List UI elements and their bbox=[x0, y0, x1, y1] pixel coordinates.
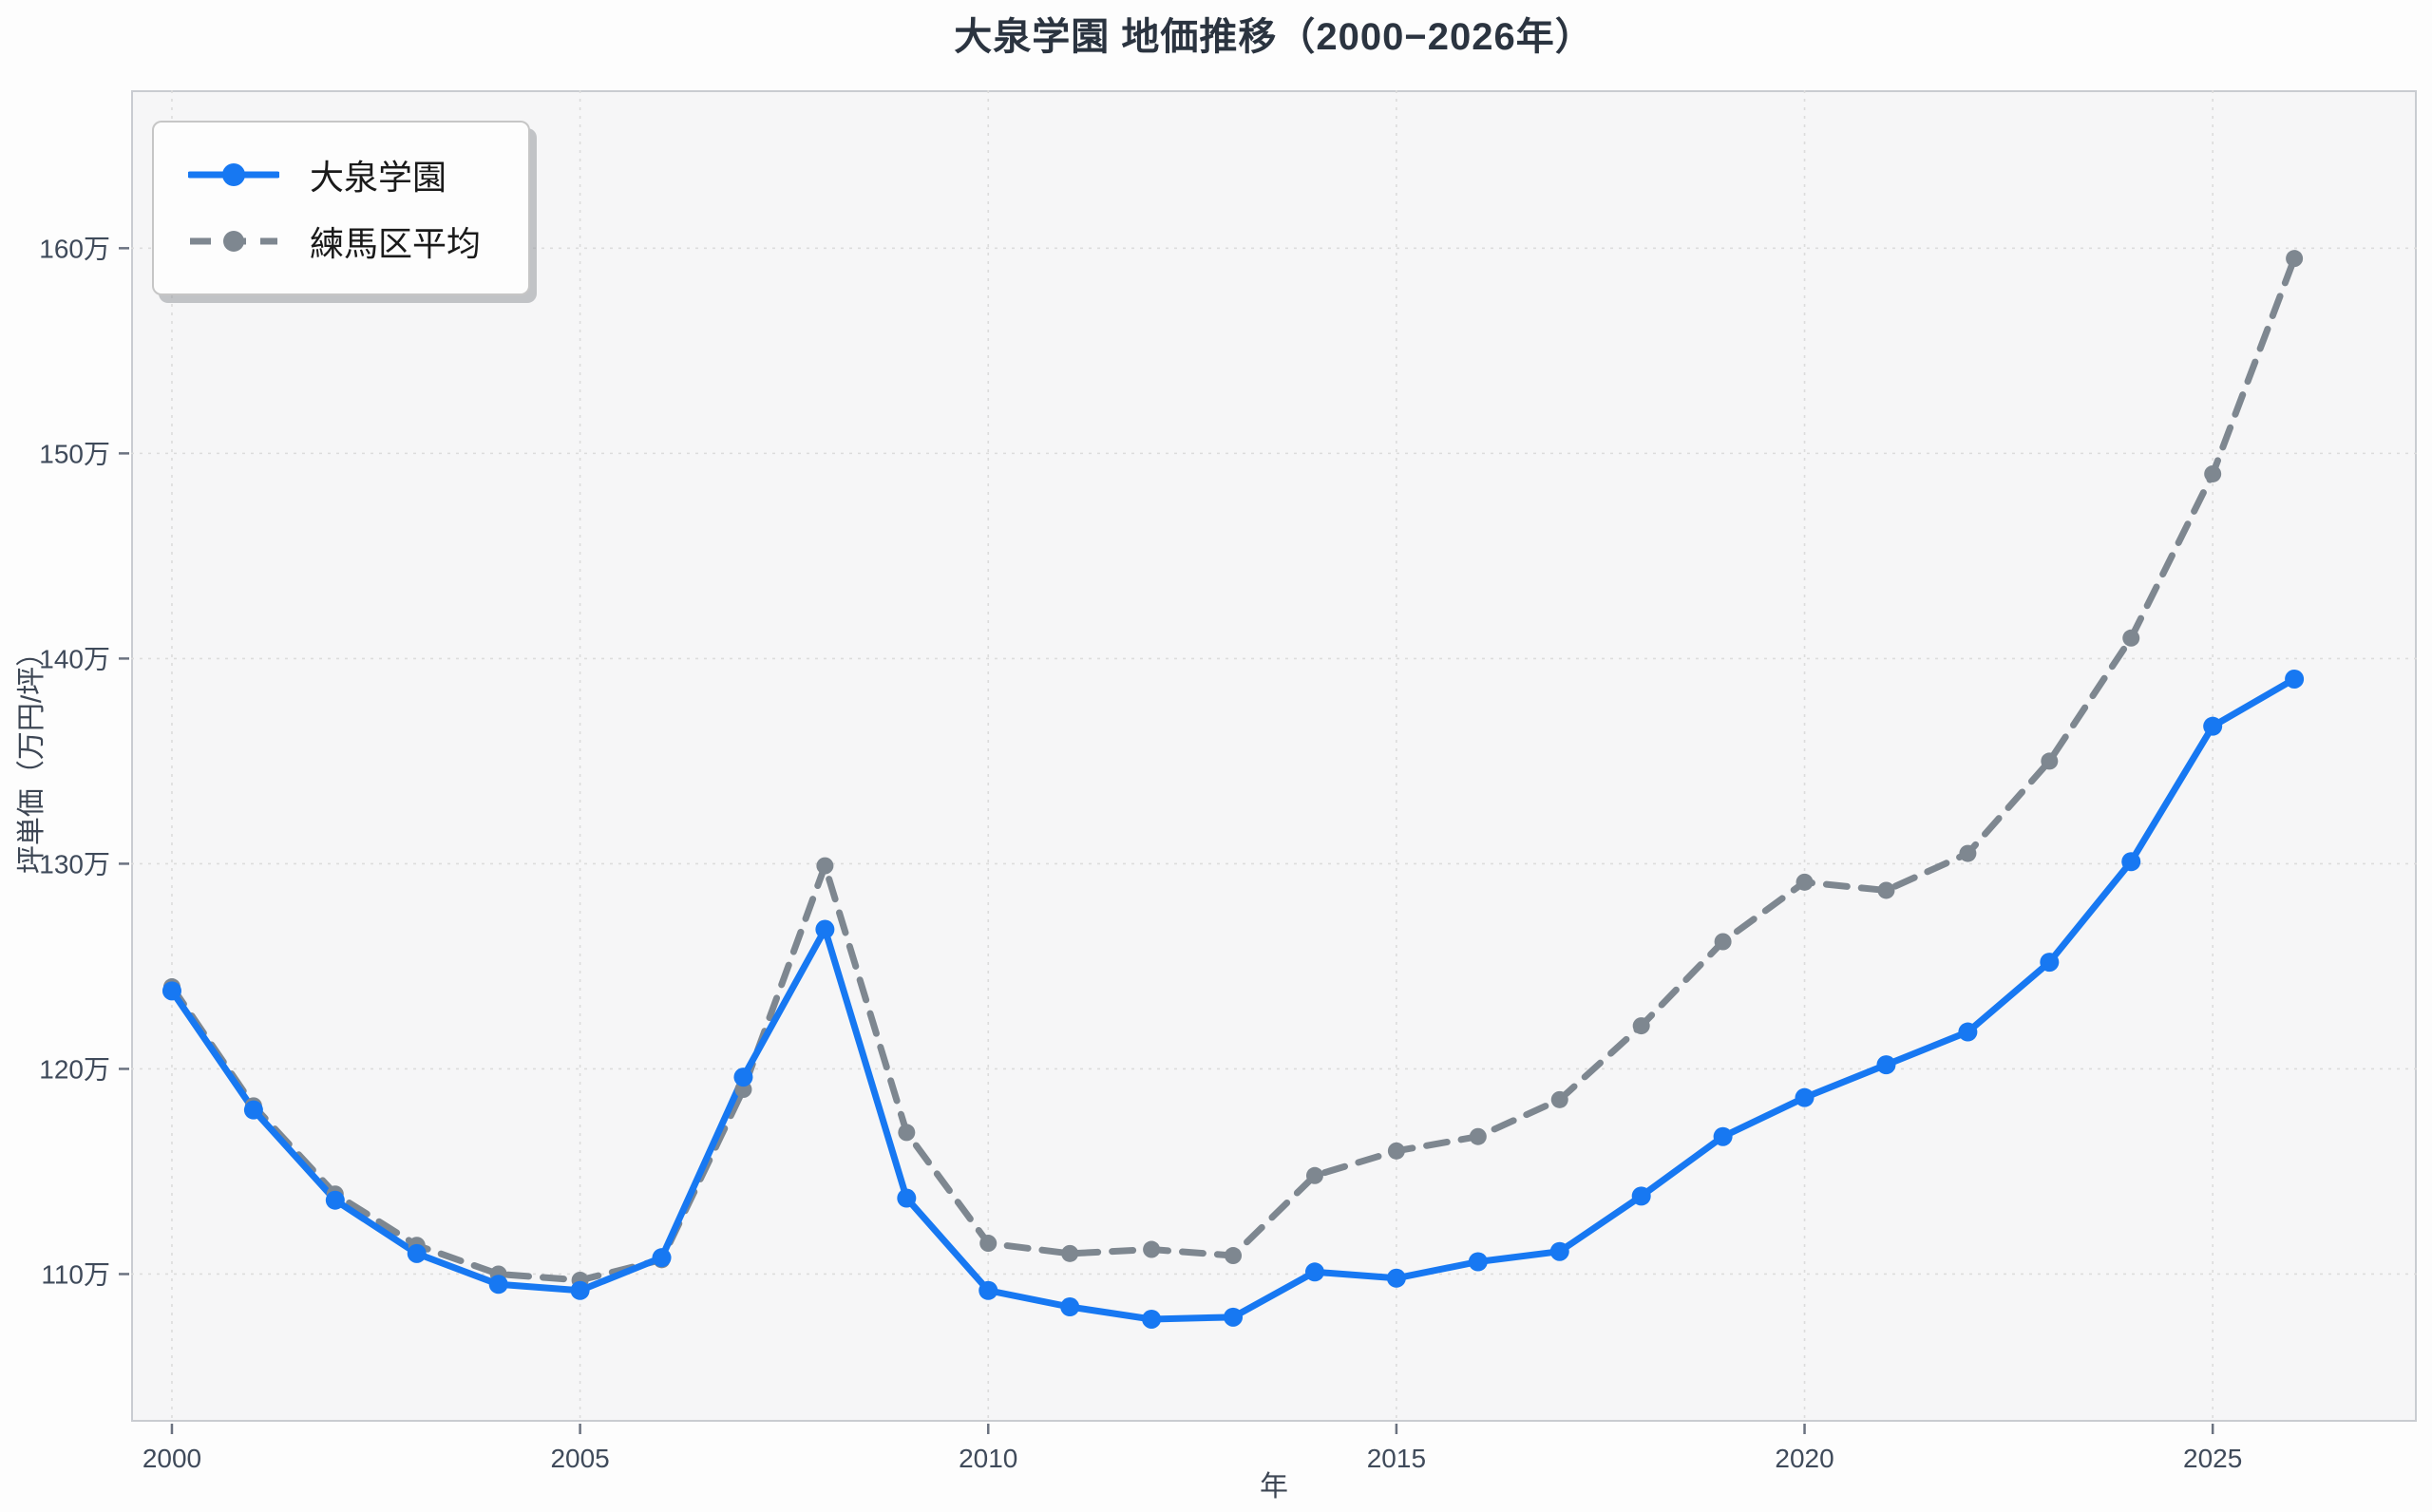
data-point-oizumi-2023 bbox=[2040, 953, 2060, 973]
y-tick-label: 160万 bbox=[39, 234, 110, 263]
x-tick-label: 2000 bbox=[142, 1444, 201, 1473]
data-point-oizumi-2003 bbox=[407, 1243, 427, 1263]
y-tick-label: 140万 bbox=[39, 644, 110, 673]
data-point-oizumi-2016 bbox=[1468, 1252, 1488, 1272]
data-point-nerima-2014 bbox=[1305, 1166, 1323, 1184]
data-point-oizumi-2013 bbox=[1224, 1307, 1244, 1327]
legend-line-nerima-icon bbox=[190, 231, 277, 252]
y-tick-label: 120万 bbox=[39, 1054, 110, 1084]
data-point-oizumi-2007 bbox=[733, 1068, 753, 1087]
data-point-oizumi-2010 bbox=[978, 1280, 998, 1300]
data-point-oizumi-2001 bbox=[243, 1100, 263, 1120]
data-point-oizumi-2012 bbox=[1142, 1309, 1162, 1329]
data-point-oizumi-2015 bbox=[1386, 1268, 1406, 1288]
data-point-oizumi-2004 bbox=[488, 1275, 508, 1295]
data-point-oizumi-2011 bbox=[1060, 1297, 1080, 1317]
data-point-oizumi-2002 bbox=[325, 1190, 345, 1210]
data-point-oizumi-2020 bbox=[1795, 1087, 1814, 1107]
data-point-oizumi-2021 bbox=[1876, 1055, 1896, 1075]
chart-title: 大泉学園 地価推移（2000−2026年） bbox=[954, 16, 1594, 58]
plot-area bbox=[131, 90, 2417, 1422]
legend-label-oizumi: 大泉学園 bbox=[310, 158, 447, 197]
data-point-oizumi-2017 bbox=[1549, 1241, 1569, 1261]
data-point-nerima-2010 bbox=[979, 1235, 998, 1253]
data-point-nerima-2023 bbox=[2041, 752, 2059, 770]
series-line-oizumi bbox=[168, 675, 2298, 1323]
data-point-nerima-2017 bbox=[1550, 1090, 1568, 1108]
y-tick-label: 150万 bbox=[39, 439, 110, 468]
data-point-oizumi-2018 bbox=[1631, 1186, 1651, 1206]
data-point-oizumi-2019 bbox=[1713, 1126, 1733, 1146]
data-point-oizumi-2005 bbox=[570, 1280, 590, 1300]
data-point-nerima-2012 bbox=[1143, 1240, 1161, 1258]
data-point-nerima-2018 bbox=[1632, 1017, 1650, 1035]
x-tick-label: 2025 bbox=[2183, 1444, 2242, 1473]
data-point-nerima-2016 bbox=[1469, 1127, 1487, 1145]
data-point-nerima-2013 bbox=[1225, 1247, 1243, 1265]
data-point-nerima-2008 bbox=[816, 857, 834, 875]
data-point-nerima-2019 bbox=[1714, 933, 1732, 951]
y-tick-label: 110万 bbox=[41, 1259, 110, 1289]
legend-item-nerima: 練馬区平均 bbox=[188, 217, 528, 266]
data-point-nerima-2025 bbox=[2204, 464, 2222, 482]
data-point-nerima-2009 bbox=[898, 1124, 916, 1142]
x-tick-label: 2020 bbox=[1775, 1444, 1834, 1473]
legend-line-oizumi-icon bbox=[188, 163, 279, 186]
x-tick-label: 2005 bbox=[550, 1444, 609, 1473]
data-point-oizumi-2022 bbox=[1958, 1022, 1978, 1042]
x-tick-label: 2015 bbox=[1367, 1444, 1426, 1473]
data-point-nerima-2020 bbox=[1796, 873, 1814, 891]
data-point-nerima-2021 bbox=[1877, 881, 1895, 899]
data-point-nerima-2022 bbox=[1959, 844, 1977, 862]
data-point-oizumi-2009 bbox=[897, 1188, 917, 1208]
data-point-nerima-2011 bbox=[1061, 1244, 1079, 1262]
data-point-oizumi-2000 bbox=[162, 981, 181, 1001]
x-tick-label: 2010 bbox=[959, 1444, 1017, 1473]
data-point-oizumi-2014 bbox=[1304, 1262, 1324, 1282]
data-point-oizumi-2008 bbox=[815, 919, 835, 939]
series-line-nerima bbox=[168, 255, 2298, 1284]
x-axis-label: 年 bbox=[1260, 1471, 1288, 1503]
legend-box: 大泉学園 練馬区平均 bbox=[152, 121, 530, 295]
data-point-oizumi-2024 bbox=[2121, 852, 2141, 872]
data-point-oizumi-2006 bbox=[652, 1248, 672, 1268]
y-tick-label: 130万 bbox=[39, 849, 110, 879]
y-axis-label: 坪単価（万円/坪） bbox=[16, 637, 48, 875]
data-point-nerima-2026 bbox=[2286, 250, 2304, 268]
data-point-oizumi-2026 bbox=[2285, 669, 2305, 689]
data-point-nerima-2015 bbox=[1387, 1142, 1405, 1160]
data-point-oizumi-2025 bbox=[2203, 716, 2223, 736]
data-point-nerima-2024 bbox=[2122, 629, 2140, 647]
legend-label-nerima: 練馬区平均 bbox=[310, 224, 482, 263]
legend-item-oizumi: 大泉学園 bbox=[188, 150, 528, 199]
